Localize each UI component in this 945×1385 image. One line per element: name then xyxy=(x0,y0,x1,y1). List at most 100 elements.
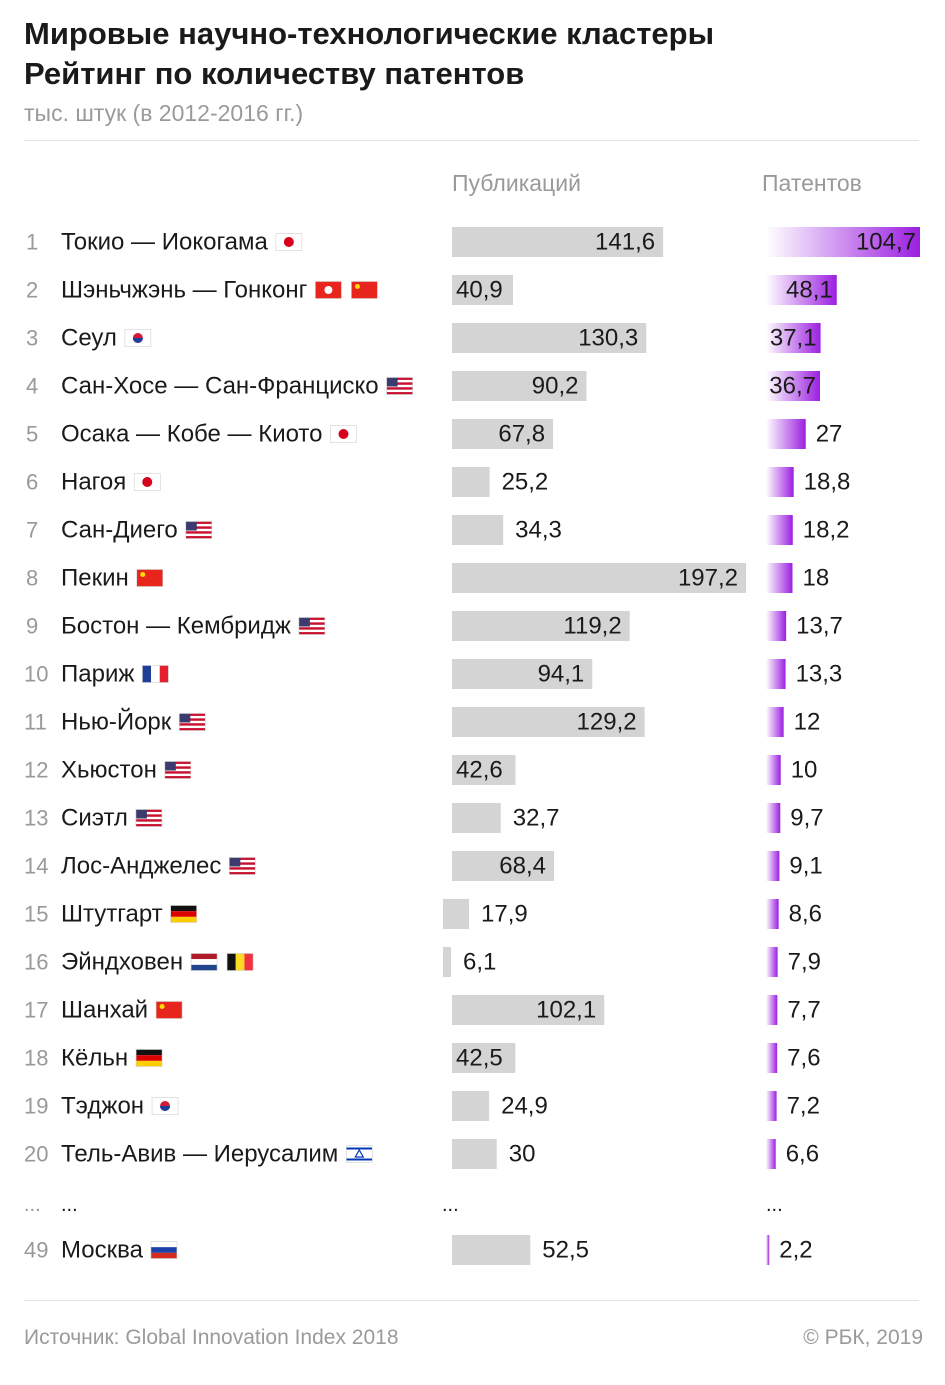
patents-bar xyxy=(766,659,786,689)
patents-value-label: 6,6 xyxy=(786,1141,819,1168)
source-note: Источник: Global Innovation Index 2018 xyxy=(24,1326,399,1349)
cluster-name: Хьюстон xyxy=(61,757,157,784)
cluster-name: Сиэтл xyxy=(61,805,128,832)
publications-bar xyxy=(452,755,516,785)
publications-value-label: 17,9 xyxy=(481,901,528,928)
bottom-divider xyxy=(24,1300,919,1301)
flag-us-icon xyxy=(386,377,413,395)
rank-label: 1 xyxy=(26,230,38,255)
rank-label: 4 xyxy=(26,374,38,399)
publications-value-label: 24,9 xyxy=(501,1093,548,1120)
patents-bar xyxy=(766,1139,776,1169)
cluster-name: Париж xyxy=(61,661,134,688)
cluster-name: Нагоя xyxy=(61,469,126,496)
ellipsis-patents: ... xyxy=(766,1194,783,1216)
cluster-name: Москва xyxy=(61,1237,144,1264)
rank-label: 12 xyxy=(24,758,48,783)
cluster-name: Сан-Хосе — Сан-Франциско xyxy=(61,373,379,400)
publications-bar xyxy=(452,419,554,449)
patents-value-label: 7,9 xyxy=(788,949,821,976)
flag-us-icon xyxy=(164,761,192,779)
cluster-name: Лос-Анджелес xyxy=(61,853,221,880)
copyright: © РБК, 2019 xyxy=(803,1326,923,1349)
cluster-name: Осака — Кобе — Киото xyxy=(61,421,323,448)
flag-us-icon xyxy=(298,617,326,635)
patents-value-label: 37,1 xyxy=(770,325,817,352)
publications-bar xyxy=(452,1139,497,1169)
publications-value-label: 68,4 xyxy=(499,853,546,880)
patents-bar xyxy=(766,947,778,977)
publications-value-label: 90,2 xyxy=(532,373,579,400)
patents-bar xyxy=(766,467,794,497)
publications-bar xyxy=(443,947,451,977)
rank-label: 14 xyxy=(24,854,48,879)
patents-value-label: 8,6 xyxy=(789,901,822,928)
publications-bar xyxy=(452,995,605,1025)
patents-bar xyxy=(766,323,821,353)
patents-value-label: 48,1 xyxy=(786,277,833,304)
flag-us-icon xyxy=(178,713,206,731)
chart-subtitle: тыс. штук (в 2012-2016 гг.) xyxy=(24,100,304,126)
patents-value-label: 36,7 xyxy=(769,373,816,400)
patents-value-label: 9,7 xyxy=(790,805,823,832)
patents-value-label: 13,7 xyxy=(796,613,843,640)
rank-label: 6 xyxy=(26,470,38,495)
cluster-name: Тель-Авив — Иерусалим xyxy=(61,1141,338,1168)
patents-value-label: 104,7 xyxy=(856,229,916,256)
publications-value-label: 130,3 xyxy=(578,325,638,352)
rank-label: 3 xyxy=(26,326,38,351)
flag-jp-icon xyxy=(330,425,357,443)
rank-label: 49 xyxy=(24,1238,48,1263)
publications-bar xyxy=(452,563,746,593)
rank-label: 17 xyxy=(24,998,48,1023)
publications-bar xyxy=(443,899,469,929)
flag-nl-icon xyxy=(190,953,218,971)
ellipsis-publications: ... xyxy=(442,1194,459,1216)
publications-bar xyxy=(452,611,630,641)
patents-value-label: 18,8 xyxy=(804,469,851,496)
publications-bar xyxy=(452,467,490,497)
patents-value-label: 7,6 xyxy=(787,1045,820,1072)
patents-bar xyxy=(766,1043,778,1073)
patents-value-label: 10 xyxy=(791,757,818,784)
patents-bar xyxy=(766,227,920,257)
ellipsis-name: ... xyxy=(61,1194,78,1216)
cluster-name: Шанхай xyxy=(61,997,148,1024)
patents-value-label: 18,2 xyxy=(803,517,850,544)
publications-value-label: 42,6 xyxy=(456,757,503,784)
flag-us-icon xyxy=(185,521,213,539)
rank-label: 13 xyxy=(24,806,48,831)
patents-value-label: 7,7 xyxy=(787,997,820,1024)
patents-value-label: 18 xyxy=(802,565,829,592)
cluster-name: Бостон — Кембридж xyxy=(61,613,291,640)
publications-value-label: 42,5 xyxy=(456,1045,503,1072)
publications-bar xyxy=(452,851,554,881)
publications-value-label: 141,6 xyxy=(595,229,655,256)
publications-bar xyxy=(452,659,593,689)
patents-bar xyxy=(766,803,781,833)
rank-label: 19 xyxy=(24,1094,48,1119)
publications-value-label: 52,5 xyxy=(542,1237,589,1264)
flag-ru-icon xyxy=(150,1241,178,1259)
cluster-bar-chart: 1 Токио — Иокогама 141,6 104,7 2 Шэньчжэнь — … xyxy=(24,227,920,1265)
publications-value-label: 67,8 xyxy=(498,421,545,448)
patents-value-label: 2,2 xyxy=(779,1237,812,1264)
top-divider xyxy=(24,140,919,141)
publications-bar xyxy=(452,1091,490,1121)
cluster-name: Кёльн xyxy=(61,1045,128,1072)
column-header-publications: Публикаций xyxy=(452,170,581,196)
publications-value-label: 40,9 xyxy=(456,277,503,304)
publications-bar xyxy=(452,803,501,833)
cluster-name: Нью-Йорк xyxy=(61,708,172,736)
publications-bar xyxy=(452,515,504,545)
patents-bar xyxy=(766,1091,777,1121)
patents-bar xyxy=(766,1235,770,1265)
rank-label: 10 xyxy=(24,662,48,687)
cluster-name: Токио — Иокогама xyxy=(61,229,269,256)
patents-bar xyxy=(766,419,806,449)
patents-bar xyxy=(766,371,820,401)
flag-be-icon xyxy=(226,953,254,971)
rank-label: 9 xyxy=(26,614,38,639)
rank-label: 7 xyxy=(26,518,38,543)
flag-us-icon xyxy=(229,857,256,875)
